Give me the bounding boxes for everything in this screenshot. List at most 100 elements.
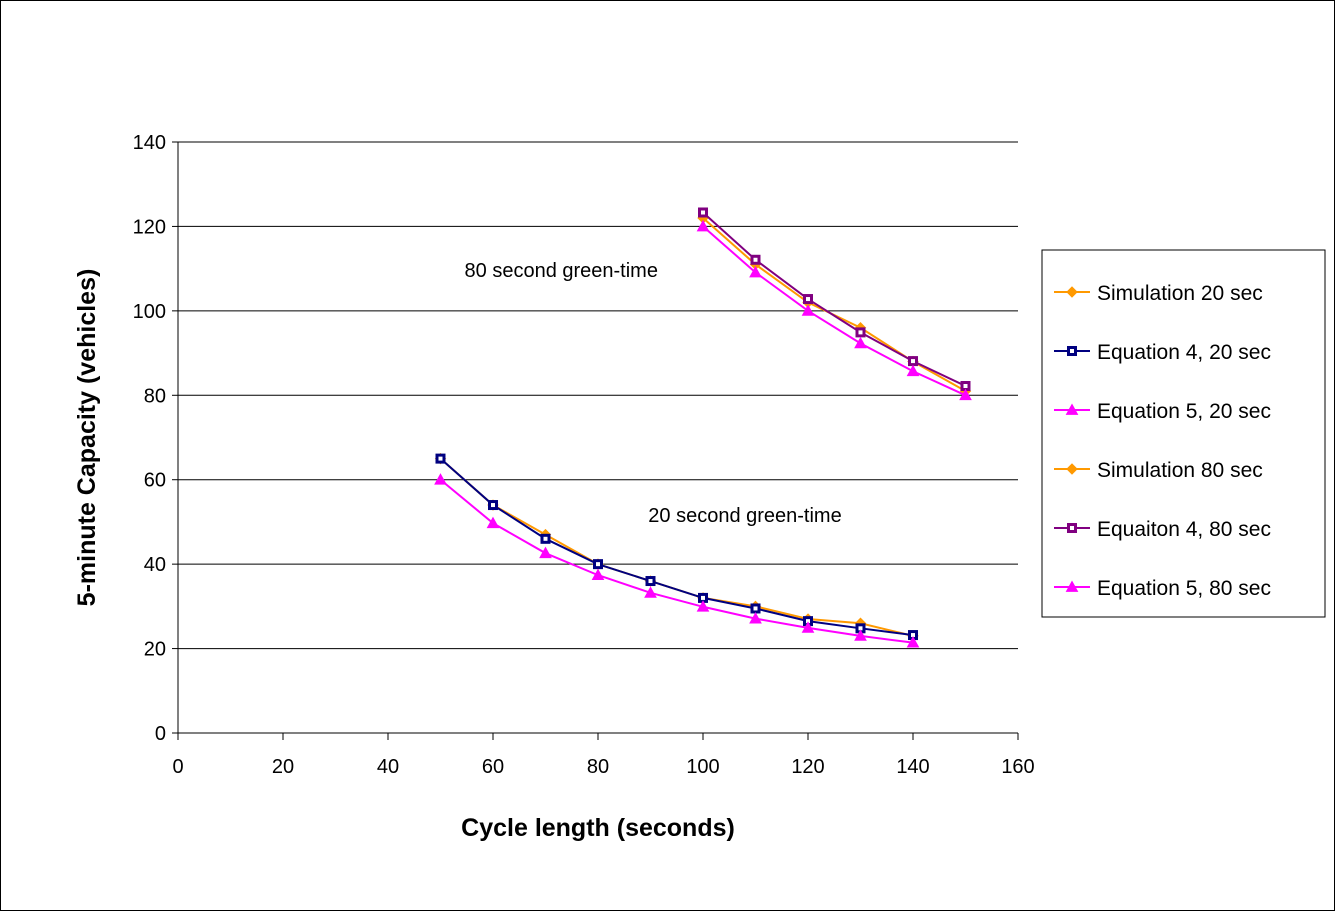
x-tick-label: 140 bbox=[896, 756, 929, 778]
series-4 bbox=[698, 207, 971, 391]
data-point bbox=[801, 304, 815, 316]
y-tick-label: 0 bbox=[155, 723, 166, 745]
data-point bbox=[434, 473, 447, 485]
legend-swatch-marker bbox=[1065, 580, 1079, 592]
series-0 bbox=[434, 452, 919, 642]
series-line-5 bbox=[702, 225, 966, 397]
data-point bbox=[854, 336, 867, 349]
series-2 bbox=[434, 473, 920, 648]
data-point bbox=[750, 603, 761, 614]
legend-label: Simulation 20 sec bbox=[1097, 282, 1263, 305]
data-point bbox=[644, 586, 657, 598]
series-layer bbox=[434, 207, 972, 648]
legend-swatch-marker bbox=[1066, 286, 1078, 298]
series-line-2 bbox=[439, 478, 914, 644]
x-tick-label: 160 bbox=[1001, 756, 1034, 778]
annotations: 80 second green-time 20 second green-time bbox=[465, 260, 842, 527]
data-point bbox=[855, 327, 866, 338]
data-point bbox=[698, 207, 708, 218]
series-line-1 bbox=[439, 457, 914, 637]
data-point-inner bbox=[753, 606, 758, 611]
data-point bbox=[435, 453, 446, 464]
legend-swatch-marker bbox=[1066, 463, 1078, 475]
data-point bbox=[539, 546, 552, 559]
legend-item: Equation 5, 80 sec bbox=[1054, 577, 1271, 600]
legend-swatch-marker bbox=[1067, 523, 1077, 533]
x-tick-label: 80 bbox=[587, 756, 609, 778]
data-point-inner bbox=[648, 579, 653, 584]
legend-label: Simulation 80 sec bbox=[1097, 459, 1263, 482]
data-point bbox=[908, 356, 918, 367]
data-point-inner bbox=[911, 633, 915, 638]
data-point bbox=[488, 500, 498, 511]
data-point bbox=[486, 516, 500, 529]
annotation-0: 80 second green-time bbox=[465, 260, 658, 282]
x-tick-label: 100 bbox=[686, 756, 719, 778]
x-tick-label: 120 bbox=[791, 756, 824, 778]
legend-swatch-marker-inner bbox=[1070, 526, 1074, 530]
data-point bbox=[801, 621, 815, 633]
legend-item: Equaiton 4, 80 sec bbox=[1054, 518, 1271, 541]
data-point-inner bbox=[701, 210, 705, 215]
x-axis-title: Cycle length (seconds) bbox=[461, 814, 735, 842]
data-point bbox=[854, 629, 867, 641]
data-point bbox=[540, 533, 551, 544]
series-line-3 bbox=[702, 217, 966, 392]
data-point-inner bbox=[491, 503, 495, 508]
series-1 bbox=[435, 453, 918, 641]
y-tick-label: 120 bbox=[133, 216, 166, 238]
data-point-inner bbox=[963, 383, 968, 388]
legend-label: Equation 5, 20 sec bbox=[1097, 400, 1271, 423]
data-point bbox=[591, 568, 605, 581]
data-point-inner bbox=[753, 257, 758, 262]
legend-swatch-marker bbox=[1067, 346, 1077, 356]
data-point-inner bbox=[596, 562, 600, 567]
data-point bbox=[645, 576, 656, 587]
legend-item: Simulation 80 sec bbox=[1054, 459, 1263, 482]
data-point-inner bbox=[438, 456, 443, 461]
series-line-0 bbox=[439, 457, 914, 637]
data-point bbox=[593, 559, 603, 570]
legend-swatch-marker bbox=[1065, 403, 1079, 415]
data-point-inner bbox=[701, 595, 705, 600]
x-tick-label: 0 bbox=[172, 756, 183, 778]
series-line-4 bbox=[702, 211, 966, 387]
data-point bbox=[906, 364, 920, 377]
data-point-inner bbox=[543, 536, 548, 541]
gridlines bbox=[178, 141, 1018, 650]
data-point-inner bbox=[858, 330, 863, 335]
x-tick-label: 60 bbox=[482, 756, 504, 778]
data-point-inner bbox=[858, 626, 863, 631]
legend-label: Equation 4, 20 sec bbox=[1097, 341, 1271, 364]
data-point bbox=[803, 294, 813, 305]
legend: Simulation 20 sec Equation 4, 20 sec Equat… bbox=[1041, 249, 1326, 618]
data-point-inner bbox=[911, 359, 915, 364]
axes bbox=[172, 141, 1019, 740]
data-point bbox=[696, 600, 710, 612]
legend-label: Equaiton 4, 80 sec bbox=[1097, 518, 1271, 541]
data-point-inner bbox=[806, 619, 810, 624]
data-point bbox=[750, 254, 761, 265]
y-axis-title: 5-minute Capacity (vehicles) bbox=[73, 269, 101, 607]
legend-item: Equation 5, 20 sec bbox=[1054, 400, 1271, 423]
legend-item: Simulation 20 sec bbox=[1054, 282, 1263, 305]
legend-swatch-marker-inner bbox=[1070, 349, 1074, 353]
y-tick-label: 40 bbox=[144, 554, 166, 576]
data-point bbox=[959, 388, 972, 401]
y-tick-label: 100 bbox=[133, 301, 166, 323]
data-point bbox=[749, 612, 762, 624]
legend-item: Equation 4, 20 sec bbox=[1054, 341, 1271, 364]
x-tick-label: 40 bbox=[377, 756, 399, 778]
data-point-inner bbox=[806, 297, 810, 302]
annotation-1: 20 second green-time bbox=[648, 505, 841, 527]
y-tick-label: 140 bbox=[133, 132, 166, 154]
y-tick-label: 20 bbox=[144, 639, 166, 661]
data-point bbox=[749, 265, 762, 278]
legend-label: Equation 5, 80 sec bbox=[1097, 577, 1271, 600]
y-tick-label: 60 bbox=[144, 470, 166, 492]
series-5 bbox=[696, 219, 972, 401]
data-point bbox=[696, 219, 710, 232]
legend-box bbox=[1041, 249, 1326, 618]
x-tick-label: 20 bbox=[272, 756, 294, 778]
